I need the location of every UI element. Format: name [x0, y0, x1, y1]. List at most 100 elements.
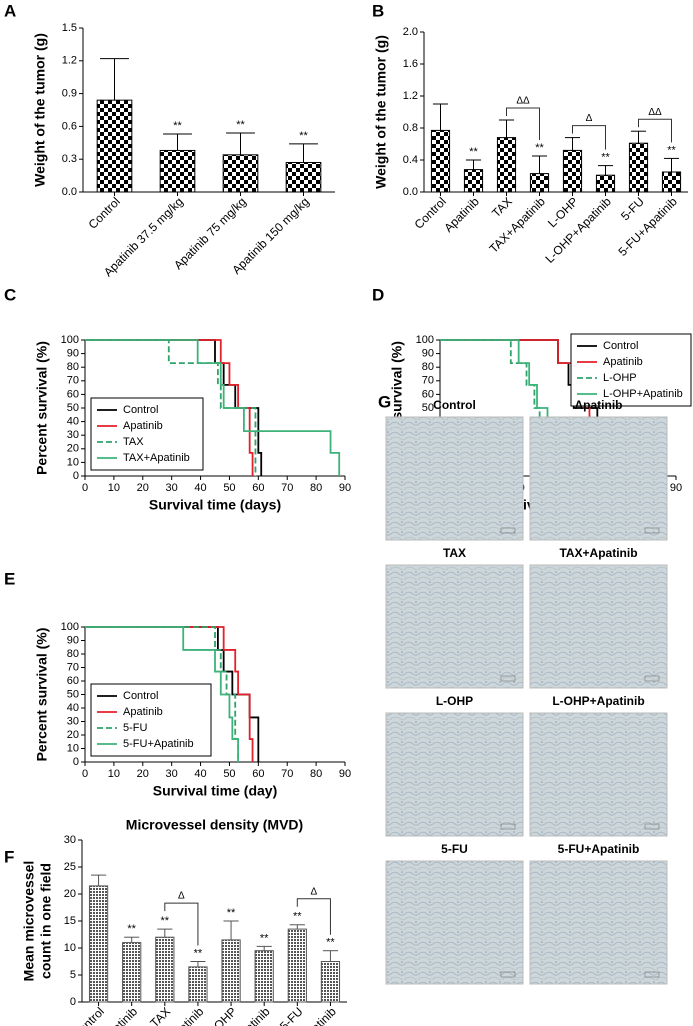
scale-bar — [500, 527, 516, 534]
bar — [122, 942, 142, 1003]
y-tick-label: 2.0 — [403, 26, 418, 38]
micrograph — [385, 860, 524, 985]
x-tick-label: 70 — [281, 768, 293, 780]
x-tick-label: TAX — [147, 1004, 173, 1026]
legend-label: 5-FU+Apatinib — [123, 738, 194, 750]
y-tick-label: 25 — [64, 861, 76, 873]
y-tick-label: 70 — [67, 661, 79, 673]
bar — [529, 173, 550, 193]
y-tick-label: 1.5 — [62, 22, 77, 34]
y-axis-label: Percent survival (%) — [34, 341, 50, 475]
bar — [222, 154, 259, 193]
x-tick-label: 10 — [108, 482, 120, 494]
bracket — [164, 902, 199, 946]
micrograph — [529, 712, 668, 837]
y-tick-label: 40 — [67, 416, 79, 428]
scale-bar — [644, 675, 660, 682]
image-label: L-OHP+Apatinib — [552, 694, 644, 708]
bracket-label: Δ — [178, 891, 185, 902]
legend-label: 5-FU — [123, 722, 148, 734]
panel-label: D — [372, 285, 384, 304]
y-axis-label: Percent survival (%) — [34, 628, 50, 762]
image-label: L-OHP — [436, 694, 473, 708]
bar — [221, 939, 241, 1003]
scale-bar — [644, 823, 660, 830]
significance: ** — [299, 130, 308, 142]
x-tick-label: 40 — [194, 482, 206, 494]
y-axis-label: count in one field — [38, 863, 54, 979]
significance: ** — [194, 947, 203, 959]
x-tick-label: 5-FU — [618, 194, 647, 223]
y-tick-label: 60 — [67, 675, 79, 687]
micrograph — [385, 564, 524, 689]
y-tick-label: 30 — [67, 429, 79, 441]
bar — [562, 149, 583, 193]
x-tick-label: 90 — [339, 768, 351, 780]
x-tick-label: 10 — [108, 768, 120, 780]
x-tick-label: 40 — [194, 768, 206, 780]
legend-label: L-OHP — [603, 372, 637, 384]
significance: ** — [161, 915, 170, 927]
legend-label: Apatinib — [603, 356, 643, 368]
bracket — [296, 898, 331, 935]
y-axis-label: Weight of the tumor (g) — [32, 33, 48, 187]
y-tick-label: 1.2 — [62, 55, 77, 67]
panel-label: E — [4, 569, 15, 588]
panel-label: B — [372, 1, 384, 20]
y-tick-label: 0.6 — [62, 120, 77, 132]
y-tick-label: 100 — [61, 334, 79, 346]
x-tick-label: 80 — [310, 768, 322, 780]
y-tick-label: 0.8 — [403, 122, 418, 134]
significance: ** — [601, 152, 610, 164]
x-tick-label: 30 — [166, 482, 178, 494]
significance: ** — [293, 911, 302, 923]
image-label: 5-FU — [441, 842, 468, 856]
y-axis-label: Mean microvessel — [21, 861, 37, 982]
y-tick-label: 60 — [422, 388, 434, 400]
y-tick-label: 70 — [422, 375, 434, 387]
y-tick-label: 90 — [67, 348, 79, 360]
significance: ** — [173, 120, 182, 132]
y-tick-label: 80 — [422, 361, 434, 373]
y-tick-label: 0.0 — [62, 186, 77, 198]
y-tick-label: 10 — [67, 742, 79, 754]
legend-label: TAX+Apatinib — [123, 452, 190, 464]
x-tick-label: 20 — [137, 768, 149, 780]
x-tick-label: 0 — [82, 482, 88, 494]
bar — [595, 174, 616, 193]
y-tick-label: 1.2 — [403, 90, 418, 102]
x-tick-label: L-OHP — [204, 1004, 240, 1026]
significance: ** — [260, 932, 269, 944]
y-tick-label: 0.4 — [403, 154, 418, 166]
y-tick-label: 50 — [67, 688, 79, 700]
significance: ** — [469, 146, 478, 158]
x-tick-label: 90 — [670, 482, 682, 494]
y-tick-label: 40 — [67, 702, 79, 714]
image-label: TAX — [443, 546, 466, 560]
x-tick-label: 60 — [252, 482, 264, 494]
legend-label: L-OHP+Apatinib — [603, 388, 683, 400]
x-axis-label: Survival time (days) — [149, 497, 281, 513]
significance: ** — [535, 142, 544, 154]
x-tick-label: 20 — [137, 482, 149, 494]
y-tick-label: 5 — [70, 969, 76, 981]
y-tick-label: 0.3 — [62, 153, 77, 165]
scale-bar — [644, 971, 660, 978]
y-tick-label: 20 — [67, 443, 79, 455]
y-tick-label: 50 — [422, 402, 434, 414]
panel-label: A — [4, 1, 16, 20]
bracket — [638, 118, 672, 143]
y-tick-label: 0 — [73, 470, 79, 482]
survival-curve — [85, 339, 341, 476]
x-tick-label: 5-FU — [277, 1004, 306, 1026]
x-tick-label: 0 — [82, 768, 88, 780]
micrograph — [529, 860, 668, 985]
scale-bar — [500, 675, 516, 682]
legend-label: Control — [123, 404, 158, 416]
panel-label: F — [4, 847, 14, 866]
bar — [188, 966, 208, 1003]
survival-curve — [85, 626, 254, 762]
x-tick-label: Apatinib — [441, 194, 482, 235]
x-tick-label: Control — [86, 194, 123, 231]
image-label: 5-FU+Apatinib — [558, 842, 640, 856]
